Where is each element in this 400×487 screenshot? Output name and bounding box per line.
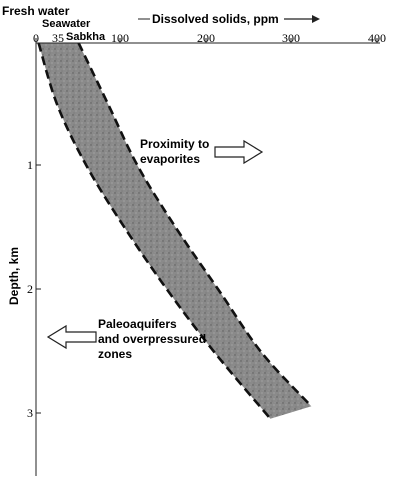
- left-arrow-icon: [46, 324, 97, 350]
- band-upper-boundary: [77, 42, 313, 408]
- sabkha-label: Sabkha: [66, 31, 106, 43]
- x-tick-label-300: 300: [282, 31, 300, 45]
- fresh-water-label: Fresh water: [2, 4, 70, 18]
- y-axis-title: Depth, km: [7, 247, 21, 305]
- y-tick-label-3: 3: [27, 406, 33, 420]
- x-axis-ticks: [35, 38, 378, 43]
- salinity-band: [38, 43, 312, 419]
- paleoaquifers-label-line3: zones: [98, 347, 132, 361]
- proximity-label-line2: evaporites: [140, 152, 200, 166]
- paleoaquifers-label-line2: and overpressured: [98, 332, 206, 346]
- band-lower-boundary: [37, 42, 272, 420]
- x-tick-label-100: 100: [111, 31, 129, 45]
- proximity-label-line1: Proximity to: [140, 137, 209, 151]
- paleoaquifers-label-line1: Paleoaquifers: [98, 317, 177, 331]
- y-tick-label-1: 1: [27, 158, 33, 172]
- right-arrow-icon: [214, 139, 264, 165]
- x-tick-label-400: 400: [368, 31, 386, 45]
- x-tick-label-200: 200: [197, 31, 215, 45]
- seawater-tick-label: 35: [52, 31, 64, 45]
- x-axis-arrow-icon: [312, 15, 320, 23]
- x-axis-title: Dissolved solids, ppm: [152, 12, 279, 26]
- seawater-label: Seawater: [42, 18, 91, 30]
- x-tick-label-0: 0: [33, 31, 39, 45]
- y-tick-label-2: 2: [27, 282, 33, 296]
